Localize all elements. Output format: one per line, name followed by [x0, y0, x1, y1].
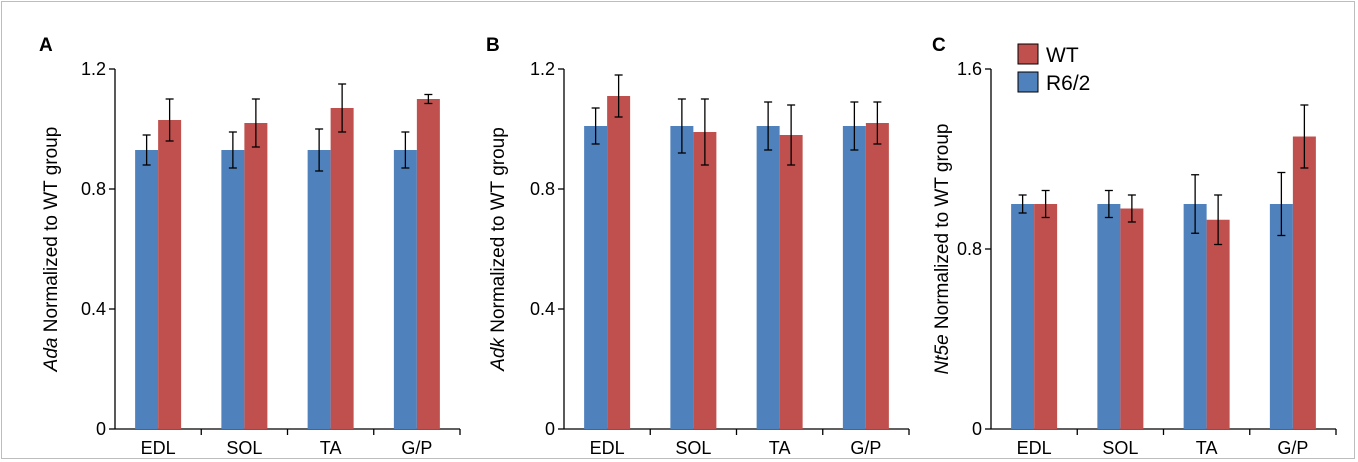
y-axis-title-gene: Adk [488, 337, 509, 372]
bar-wt [416, 99, 440, 429]
y-tick-label: 1.2 [530, 59, 555, 79]
y-tick-label: 0 [972, 419, 982, 439]
bar-r62 [307, 150, 331, 429]
x-tick-label: G/P [1277, 438, 1308, 458]
x-tick-label: EDL [1017, 438, 1052, 458]
panel-letter: C [932, 35, 946, 56]
y-tick-label: 1.2 [81, 59, 106, 79]
legend-swatch [1017, 71, 1039, 93]
x-tick-label: SOL [675, 438, 711, 458]
bar-wt [1206, 219, 1230, 429]
x-tick-label: G/P [850, 438, 881, 458]
y-axis-title-gene: Nt5e [932, 334, 953, 374]
chart-panel-b: B Adk Normalized to WT group 0 0.4 0.8 1.2 EDL… [486, 35, 910, 458]
bar-r62 [756, 126, 780, 429]
chart-panel-a: A Ada Normalized to WT group 0 0.4 0.8 1.2 EDL… [39, 35, 461, 458]
bar-r62 [135, 150, 159, 429]
x-tick-label: TA [1196, 438, 1218, 458]
bar-r62 [1183, 204, 1207, 429]
bar-wt [693, 132, 717, 429]
y-tick-label: 1.6 [957, 59, 982, 79]
bar-wt [779, 135, 803, 429]
y-tick-label: 0 [545, 419, 555, 439]
bar-wt [330, 108, 354, 429]
y-tick-label: 0.8 [957, 239, 982, 259]
bar-r62 [842, 126, 866, 429]
y-tick-label: 0 [96, 419, 106, 439]
y-axis-title-text: Normalized to WT group [932, 124, 953, 335]
x-tick-label: EDL [141, 438, 176, 458]
panel-letter: A [39, 35, 53, 56]
bar-r62 [221, 150, 245, 429]
bar-wt [244, 123, 268, 429]
bar-wt [158, 120, 182, 429]
y-tick-label: 0.8 [81, 179, 106, 199]
bar-r62 [670, 126, 694, 429]
legend-swatch [1017, 43, 1039, 65]
y-axis-title: Ada Normalized to WT group [41, 127, 62, 373]
x-tick-label: EDL [590, 438, 625, 458]
bar-wt [1034, 204, 1058, 429]
bar-r62 [1097, 204, 1121, 429]
bar-r62 [393, 150, 417, 429]
y-axis-title: Adk Normalized to WT group [488, 127, 509, 372]
x-tick-label: SOL [226, 438, 262, 458]
legend: WT R6/2 [1017, 43, 1090, 95]
x-tick-label: G/P [401, 438, 432, 458]
y-axis-title-text: Normalized to WT group [41, 127, 62, 338]
bar-r62 [1011, 204, 1035, 429]
x-tick-label: TA [320, 438, 342, 458]
legend-label: R6/2 [1046, 72, 1090, 95]
legend-label: WT [1046, 44, 1079, 67]
bar-wt [865, 123, 889, 429]
bar-wt [1292, 136, 1316, 429]
panel-letter: B [486, 35, 500, 56]
y-axis-title-text: Normalized to WT group [488, 127, 509, 338]
x-tick-label: SOL [1102, 438, 1138, 458]
y-tick-label: 0.8 [530, 179, 555, 199]
y-axis-title-gene: Ada [41, 338, 62, 373]
bar-wt [607, 96, 631, 429]
y-tick-label: 0.4 [530, 299, 555, 319]
y-axis-title: Nt5e Normalized to WT group [932, 124, 953, 375]
y-tick-label: 0.4 [81, 299, 106, 319]
bar-r62 [584, 126, 608, 429]
x-tick-label: TA [769, 438, 791, 458]
chart-panel-c: C Nt5e Normalized to WT group 0 0.8 1.6 EDL SO… [932, 35, 1337, 458]
bar-wt [1120, 208, 1144, 429]
bar-r62 [1269, 204, 1293, 429]
